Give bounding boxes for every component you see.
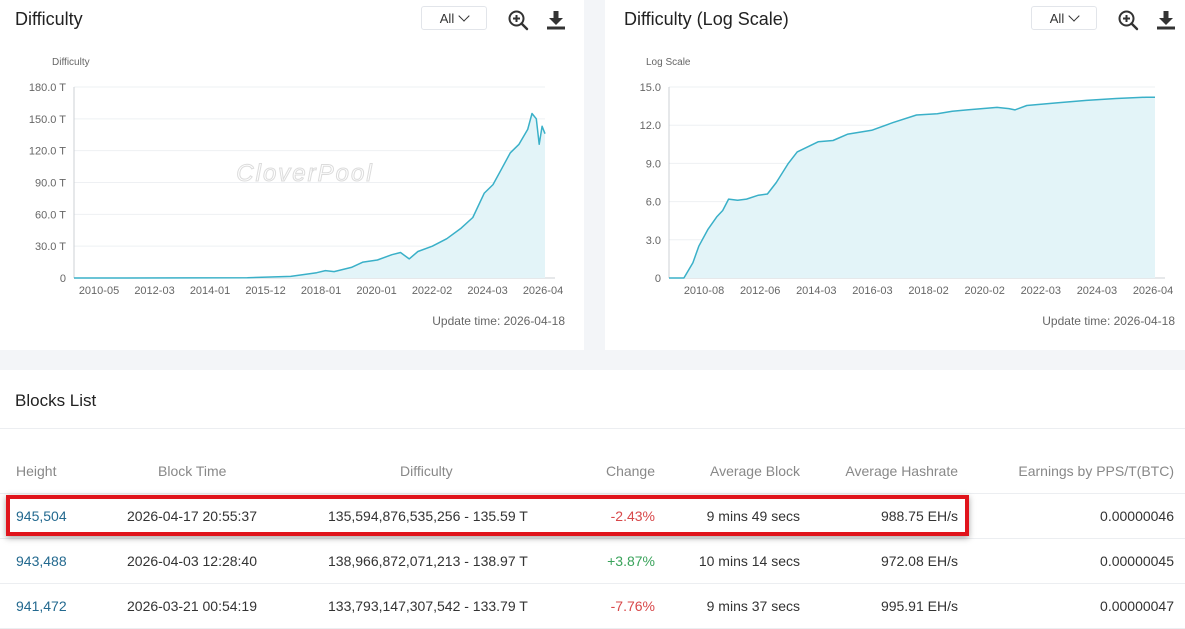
chevron-down-icon [1068, 10, 1080, 22]
y-tick-label: 9.0 [646, 158, 661, 170]
blocks-list-panel: Blocks List Height Block Time Difficulty… [0, 370, 1185, 629]
column-header-earnings: Earnings by PPS/T(BTC) [1018, 463, 1174, 479]
difficulty-chart[interactable]: Difficulty 0 30.0 T 60.0 T 90.0 T 120.0 T 150.… [0, 50, 584, 310]
block-time: 2026-04-17 20:55:37 [127, 508, 257, 524]
y-tick-label: 3.0 [646, 235, 661, 247]
divider [0, 428, 1185, 429]
x-tick-label: 2020-01 [356, 285, 396, 297]
y-tick-label: 6.0 [646, 197, 661, 209]
column-header-change: Change [605, 463, 655, 479]
log-difficulty-panel: Difficulty (Log Scale) All Log Scale 0 3.0… [605, 0, 1185, 350]
column-header-height: Height [16, 463, 57, 479]
x-tick-label: 2014-01 [190, 285, 230, 297]
block-earnings: 0.00000045 [1100, 553, 1174, 569]
series-line [73, 112, 546, 279]
chevron-down-icon [458, 10, 470, 22]
column-header-average-block: Average Block [709, 463, 800, 479]
block-change: -2.43% [610, 508, 655, 524]
x-tick-label: 2016-03 [852, 285, 892, 297]
block-height-link[interactable]: 941,472 [16, 598, 67, 614]
log-update-time: Update time: 2026-04-18 [1042, 314, 1175, 328]
column-header-block-time: Block Time [158, 463, 227, 479]
y-tick-label: 180.0 T [29, 82, 66, 94]
x-tick-label: 2012-03 [134, 285, 174, 297]
x-tick-label: 2024-03 [467, 285, 507, 297]
block-difficulty: 133,793,147,307,542 - 133.79 T [328, 598, 528, 614]
block-time: 2026-03-21 00:54:19 [127, 598, 257, 614]
y-tick-label: 120.0 T [29, 146, 66, 158]
block-height-link[interactable]: 945,504 [16, 508, 67, 524]
difficulty-title: Difficulty [15, 9, 83, 29]
block-difficulty: 135,594,876,535,256 - 135.59 T [328, 508, 528, 524]
y-tick-label: 90.0 T [35, 178, 66, 190]
x-tick-label: 2026-04 [523, 285, 563, 297]
block-change: +3.87% [607, 553, 655, 569]
zoom-in-icon[interactable] [507, 9, 529, 31]
x-tick-label: 2010-08 [684, 285, 724, 297]
block-earnings: 0.00000047 [1100, 598, 1174, 614]
difficulty-update-time: Update time: 2026-04-18 [432, 314, 565, 328]
log-difficulty-chart[interactable]: Log Scale 0 3.0 6.0 9.0 12.0 15.0 2010-08 2012-0… [605, 50, 1185, 310]
x-tick-label: 2014-03 [796, 285, 836, 297]
block-average-time: 9 mins 37 secs [706, 598, 800, 614]
column-header-average-hashrate: Average Hashrate [845, 463, 958, 479]
y-tick-label: 12.0 [640, 120, 661, 132]
y-tick-label: 0 [60, 273, 66, 285]
y-tick-label: 30.0 T [35, 241, 66, 253]
y-tick-label: 15.0 [640, 82, 661, 94]
table-header: Height Block Time Difficulty Change Aver… [0, 448, 1185, 494]
block-average-hashrate: 995.91 EH/s [880, 598, 958, 614]
block-change: -7.76% [610, 598, 655, 614]
range-select-value: All [1049, 10, 1065, 26]
x-tick-label: 2026-04 [1133, 285, 1173, 297]
x-tick-label: 2018-01 [301, 285, 341, 297]
x-tick-label: 2015-12 [245, 285, 285, 297]
series-line [669, 96, 1155, 279]
download-icon[interactable] [545, 9, 567, 31]
download-icon[interactable] [1155, 9, 1177, 31]
difficulty-range-select[interactable]: All [421, 6, 487, 30]
x-tick-label: 2012-06 [740, 285, 780, 297]
range-select-value: All [439, 10, 455, 26]
x-tick-label: 2022-02 [412, 285, 452, 297]
log-difficulty-title: Difficulty (Log Scale) [624, 9, 789, 29]
block-height-link[interactable]: 943,488 [16, 553, 67, 569]
y-tick-label: 150.0 T [29, 114, 66, 126]
block-earnings: 0.00000046 [1100, 508, 1174, 524]
y-axis-title: Log Scale [646, 57, 691, 68]
block-time: 2026-04-03 12:28:40 [127, 553, 257, 569]
table-row: 941,472 2026-03-21 00:54:19 133,793,147,… [0, 584, 1185, 629]
column-header-difficulty: Difficulty [400, 463, 453, 479]
x-tick-label: 2020-02 [964, 285, 1004, 297]
log-range-select[interactable]: All [1031, 6, 1097, 30]
x-tick-label: 2010-05 [79, 285, 119, 297]
series-area [74, 113, 545, 278]
y-tick-label: 60.0 T [35, 209, 66, 221]
zoom-in-icon[interactable] [1117, 9, 1139, 31]
block-average-time: 9 mins 49 secs [706, 508, 800, 524]
series-area [669, 97, 1155, 278]
block-average-hashrate: 972.08 EH/s [880, 553, 958, 569]
y-axis-title: Difficulty [52, 57, 90, 68]
difficulty-panel: Difficulty All Difficulty 0 30.0 T 60.0 T 90… [0, 0, 584, 350]
y-tick-label: 0 [655, 273, 661, 285]
block-average-time: 10 mins 14 secs [698, 553, 800, 569]
table-row: 945,504 2026-04-17 20:55:37 135,594,876,… [0, 494, 1185, 539]
x-tick-label: 2022-03 [1021, 285, 1061, 297]
x-tick-label: 2024-03 [1077, 285, 1117, 297]
block-average-hashrate: 988.75 EH/s [880, 508, 958, 524]
block-difficulty: 138,966,872,071,213 - 138.97 T [328, 553, 528, 569]
x-tick-label: 2018-02 [908, 285, 948, 297]
blocks-list-title: Blocks List [15, 391, 97, 410]
watermark-logo: CloverPool [236, 160, 373, 187]
table-row: 943,488 2026-04-03 12:28:40 138,966,872,… [0, 539, 1185, 584]
